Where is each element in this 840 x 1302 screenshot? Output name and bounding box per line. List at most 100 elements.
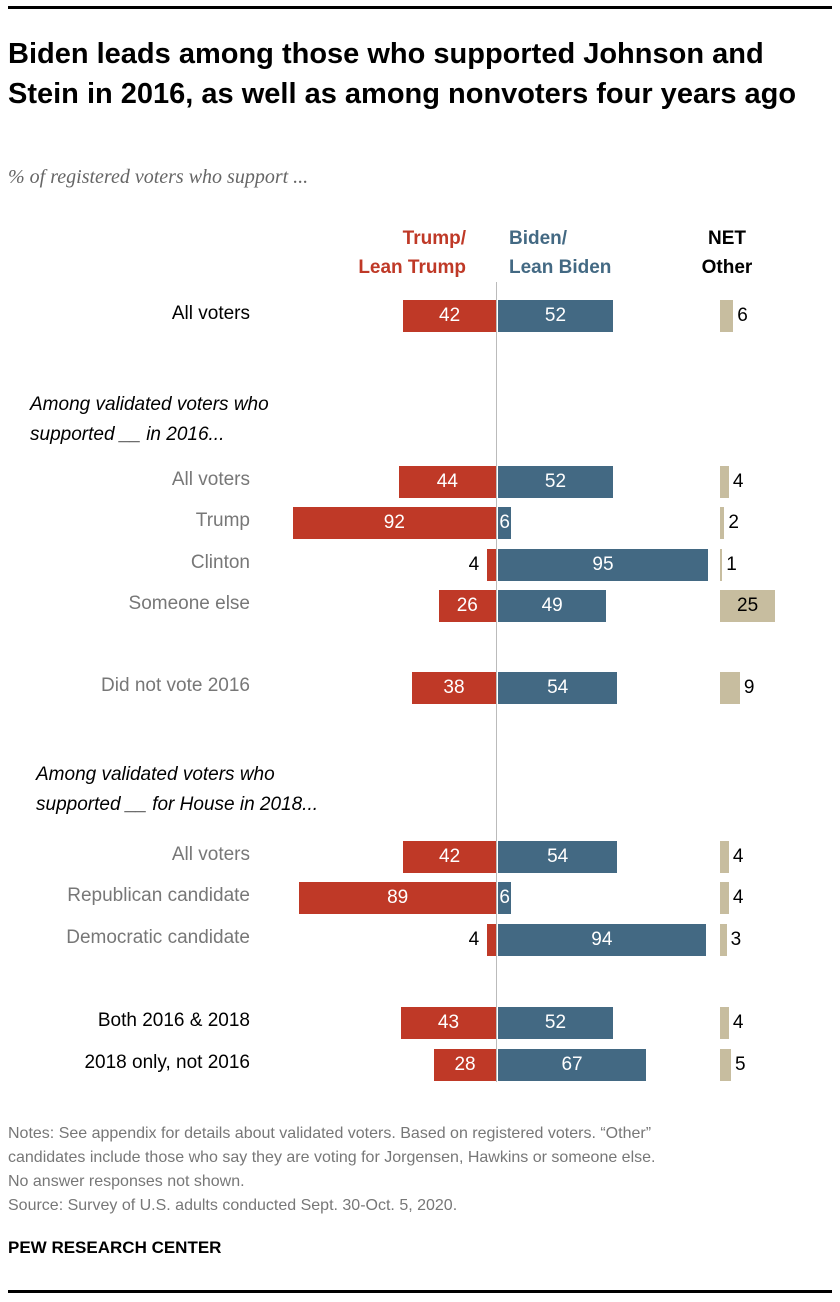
row-label: Trump — [195, 510, 250, 531]
legend-other-line2: Other — [701, 257, 753, 278]
other-bar — [720, 1049, 732, 1081]
other-bar — [720, 300, 734, 332]
trump-bar — [403, 841, 496, 873]
chart-subtitle: % of registered voters who support ... — [8, 166, 309, 188]
trump-bar — [398, 466, 496, 498]
trump-value: 4 — [468, 554, 480, 575]
other-bar — [720, 882, 729, 914]
other-value: 1 — [726, 554, 737, 575]
notes-line3: No answer responses not shown. — [8, 1173, 245, 1190]
legend-trump: Trump/Lean Trump — [358, 224, 466, 282]
biden-bar — [498, 590, 607, 622]
other-bar — [720, 1007, 729, 1039]
biden-bar — [498, 466, 613, 498]
other-value: 4 — [732, 846, 744, 867]
notes: Notes: See appendix for details about va… — [8, 1122, 838, 1218]
other-bar — [720, 549, 723, 581]
trump-bar — [487, 924, 496, 956]
row-label: Democratic candidate — [66, 927, 250, 948]
other-value: 2 — [728, 512, 739, 533]
row-label: Did not vote 2016 — [101, 675, 250, 696]
section-heading-2018-line2: supported __ for House in 2018... — [36, 794, 319, 815]
row-label: All voters — [171, 469, 250, 490]
other-bar — [720, 672, 740, 704]
trump-value: 43 — [437, 1012, 460, 1033]
legend-biden-line2: Lean Biden — [509, 257, 612, 278]
other-value: 4 — [732, 471, 744, 492]
other-bar — [720, 590, 776, 622]
other-bar — [720, 924, 727, 956]
trump-value: 42 — [439, 305, 461, 326]
biden-bar — [498, 882, 512, 914]
chart-title: Biden leads among those who supported Jo… — [8, 38, 797, 110]
section-heading-2018: Among validated voters who supported __ f… — [36, 760, 318, 820]
pew-logo: PEW RESEARCH CENTER — [8, 1238, 222, 1257]
row-label: Republican candidate — [67, 885, 250, 906]
biden-bar — [498, 1049, 647, 1081]
other-value: 4 — [732, 1012, 744, 1033]
trump-value: 4 — [468, 929, 480, 950]
row-label: Someone else — [128, 593, 250, 614]
zero-axis-line — [496, 282, 497, 1082]
legend-other: NET Other — [700, 224, 754, 282]
section-heading-2018-line1: Among validated voters who — [36, 764, 275, 785]
trump-value: 44 — [436, 471, 458, 492]
trump-value: 38 — [443, 677, 465, 698]
legend-biden-line1: Biden/ — [509, 228, 568, 249]
section-heading-2016-line1: Among validated voters who — [30, 394, 269, 415]
other-value: 6 — [737, 305, 748, 326]
trump-bar — [434, 1049, 496, 1081]
section-heading-2016-line2: supported __ in 2016... — [30, 424, 225, 445]
bottom-rule — [8, 1290, 832, 1293]
biden-value: 52 — [544, 471, 567, 492]
biden-bar — [498, 300, 613, 332]
row-label: 2018 only, not 2016 — [84, 1052, 250, 1073]
notes-line2: candidates include those who say they ar… — [8, 1149, 656, 1166]
other-bar — [720, 841, 729, 873]
notes-line1: Notes: See appendix for details about va… — [8, 1125, 652, 1142]
biden-bar — [498, 1007, 613, 1039]
trump-bar — [487, 549, 496, 581]
legend-biden: Biden/Lean Biden — [509, 224, 611, 282]
row-label: Clinton — [190, 552, 250, 573]
other-value: 4 — [732, 887, 744, 908]
other-value: 3 — [730, 929, 742, 950]
biden-value: 67 — [561, 1054, 583, 1075]
trump-bar — [412, 672, 496, 704]
trump-bar — [299, 882, 496, 914]
other-bar — [720, 466, 729, 498]
other-value: 25 — [737, 595, 759, 616]
trump-value: 42 — [439, 846, 461, 867]
trump-bar — [403, 300, 496, 332]
other-bar — [720, 507, 725, 539]
row-label: All voters — [171, 844, 250, 865]
biden-value: 94 — [591, 929, 613, 950]
biden-bar — [498, 549, 708, 581]
biden-value: 54 — [547, 677, 569, 698]
biden-value: 54 — [547, 846, 569, 867]
row-label: Both 2016 & 2018 — [97, 1010, 250, 1031]
trump-value: 28 — [454, 1054, 476, 1075]
source-note: Source: Survey of U.S. adults conducted … — [8, 1197, 458, 1214]
biden-value: 6 — [499, 512, 510, 533]
other-value: 5 — [735, 1054, 746, 1075]
row-label: All voters — [171, 303, 250, 324]
biden-bar — [498, 507, 512, 539]
other-value: 9 — [743, 677, 755, 698]
legend-other-line1: NET — [708, 228, 746, 249]
biden-bar — [498, 841, 618, 873]
top-rule — [8, 6, 832, 9]
trump-bar — [438, 590, 496, 622]
trump-bar — [292, 507, 496, 539]
biden-value: 95 — [592, 554, 614, 575]
section-heading-2016: Among validated voters who supported __ i… — [30, 390, 269, 450]
biden-bar — [498, 924, 706, 956]
biden-value: 6 — [499, 887, 510, 908]
legend-trump-line1: Trump/ — [402, 228, 466, 249]
biden-value: 49 — [541, 595, 563, 616]
trump-value: 26 — [456, 595, 478, 616]
biden-bar — [498, 672, 618, 704]
trump-value: 89 — [387, 887, 409, 908]
trump-bar — [400, 1007, 496, 1039]
